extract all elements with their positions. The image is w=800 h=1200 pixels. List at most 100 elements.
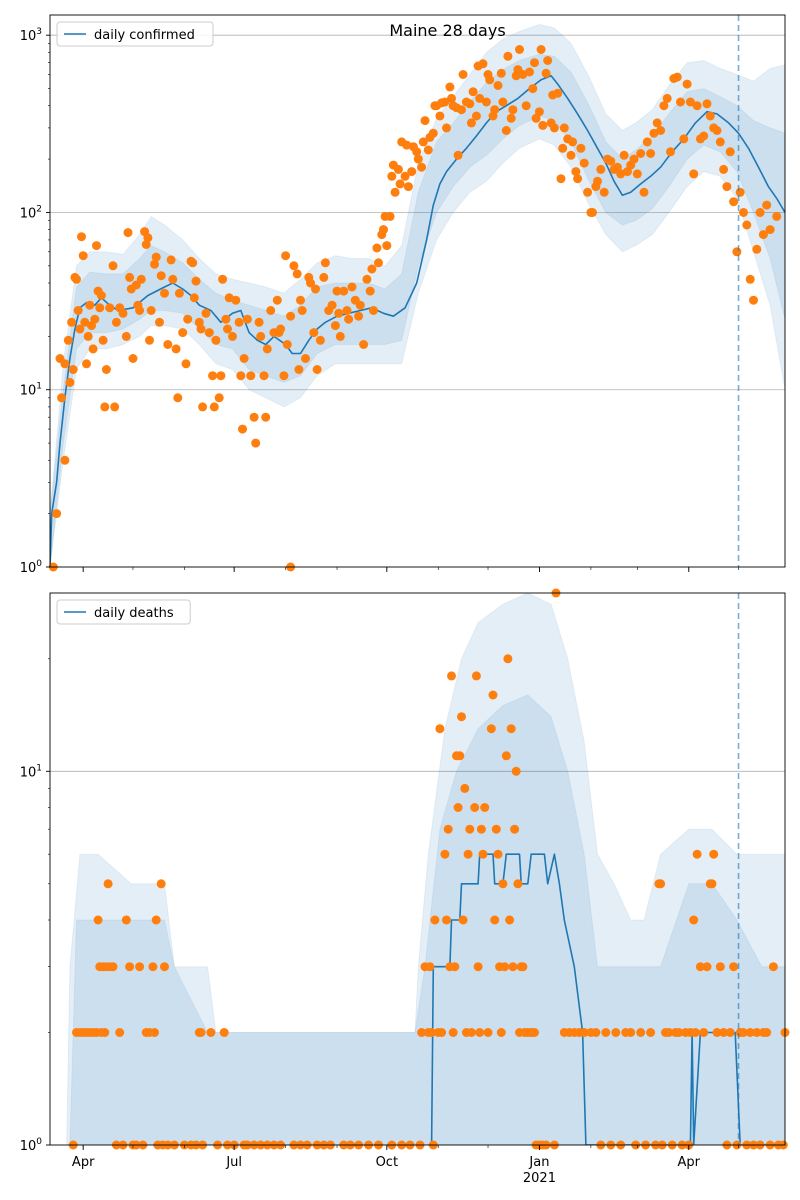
- data-point: [745, 1028, 755, 1037]
- data-point: [211, 335, 221, 345]
- data-point: [72, 274, 81, 284]
- data-point: [505, 915, 515, 925]
- data-point: [118, 308, 128, 318]
- data-point: [475, 93, 485, 103]
- data-point: [490, 915, 500, 925]
- data-point: [108, 962, 118, 972]
- data-point: [690, 1028, 700, 1037]
- data-point: [272, 295, 282, 305]
- data-point: [342, 306, 352, 315]
- data-point: [420, 116, 430, 126]
- data-point: [599, 187, 609, 197]
- x-tick-label: Oct: [376, 1155, 398, 1170]
- data-point: [67, 317, 77, 327]
- data-point: [135, 306, 145, 315]
- data-point: [400, 171, 410, 181]
- data-point: [96, 291, 106, 300]
- data-point: [282, 340, 292, 349]
- data-point: [238, 424, 247, 434]
- data-point: [571, 167, 581, 177]
- data-point: [239, 354, 249, 363]
- data-point: [347, 282, 357, 292]
- data-point: [558, 143, 568, 153]
- data-point: [208, 371, 218, 381]
- data-point: [443, 824, 453, 834]
- data-point: [259, 371, 269, 381]
- data-point: [160, 962, 169, 972]
- data-point: [646, 149, 656, 158]
- data-point: [276, 324, 286, 334]
- data-point: [473, 962, 483, 972]
- data-point: [427, 1028, 437, 1037]
- data-point: [327, 300, 337, 310]
- data-point: [231, 295, 241, 305]
- data-point: [297, 306, 307, 315]
- data-point: [506, 113, 516, 123]
- data-point: [768, 962, 778, 972]
- data-point: [354, 311, 364, 321]
- data-point: [626, 1028, 636, 1037]
- data-point: [725, 147, 735, 157]
- data-point: [699, 131, 709, 141]
- data-point: [642, 137, 652, 147]
- data-point: [93, 915, 103, 925]
- data-point: [246, 371, 256, 381]
- data-point: [355, 300, 365, 310]
- data-point: [103, 879, 113, 889]
- data-point: [579, 1028, 589, 1037]
- data-point: [659, 101, 669, 111]
- data-point: [656, 879, 666, 889]
- data-point: [593, 176, 602, 186]
- data-point: [201, 308, 211, 318]
- data-point: [83, 331, 93, 341]
- scatter-points: [48, 45, 782, 572]
- data-point: [312, 365, 322, 374]
- data-point: [541, 68, 551, 78]
- series-line: [428, 853, 785, 1145]
- data-point: [579, 158, 589, 168]
- data-point: [447, 93, 456, 103]
- data-point: [156, 271, 166, 281]
- data-point: [163, 340, 173, 349]
- data-point: [209, 402, 219, 412]
- data-point: [471, 671, 481, 681]
- legend: daily deaths: [56, 599, 191, 625]
- data-point: [52, 509, 62, 519]
- data-point: [289, 261, 299, 271]
- data-point: [306, 278, 315, 288]
- data-point: [417, 162, 427, 172]
- data-point: [216, 371, 226, 381]
- data-point: [606, 156, 616, 166]
- data-point: [458, 70, 468, 79]
- data-point: [534, 107, 544, 117]
- y-tick-label: 103: [20, 27, 42, 44]
- data-point: [729, 962, 739, 972]
- data-point: [442, 915, 451, 925]
- data-point: [536, 45, 546, 54]
- data-point: [583, 187, 593, 197]
- data-point: [110, 402, 120, 412]
- data-point: [430, 915, 440, 925]
- data-point: [460, 783, 470, 793]
- uncertainty-band-0: [66, 593, 785, 1145]
- data-point: [403, 182, 413, 192]
- data-point: [301, 354, 310, 363]
- legend-label: daily deaths: [94, 606, 174, 621]
- y-tick-label: 101: [20, 382, 42, 399]
- data-point: [221, 314, 231, 324]
- data-point: [315, 335, 325, 345]
- data-point: [234, 317, 244, 327]
- data-point: [765, 225, 775, 235]
- data-point: [75, 324, 85, 334]
- data-point: [629, 154, 639, 164]
- data-point: [478, 59, 488, 69]
- data-point: [332, 286, 342, 296]
- data-point: [662, 93, 672, 103]
- data-point: [125, 272, 135, 282]
- data-point: [685, 97, 695, 107]
- data-point: [636, 149, 646, 158]
- data-point: [457, 712, 466, 722]
- data-point: [435, 724, 445, 734]
- data-point: [379, 225, 388, 235]
- data-point: [476, 824, 486, 834]
